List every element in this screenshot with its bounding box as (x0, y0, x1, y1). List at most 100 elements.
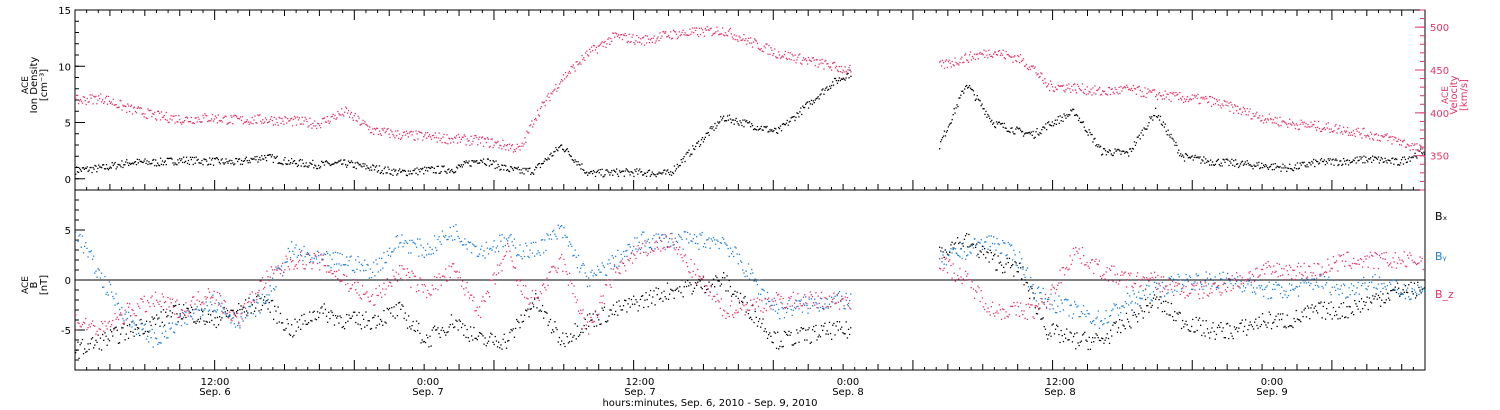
density-point (242, 160, 245, 162)
velocity-point (548, 96, 550, 98)
by-point (381, 257, 383, 259)
bx-point (333, 324, 336, 326)
bx-point (296, 321, 298, 323)
velocity-point (348, 116, 351, 118)
density-point (828, 88, 830, 90)
velocity-point (164, 118, 166, 121)
by-point (595, 274, 598, 276)
bx-point (612, 304, 615, 306)
bx-point (696, 284, 698, 286)
bx-point (1198, 317, 1201, 319)
velocity-point (719, 33, 721, 35)
bx-point (430, 345, 432, 347)
velocity-point (1020, 54, 1022, 56)
velocity-point (189, 121, 192, 123)
velocity-point (595, 46, 597, 49)
velocity-point (171, 119, 173, 121)
by-point (273, 288, 275, 290)
by-point (709, 247, 711, 249)
bx-point (755, 316, 757, 318)
by-point (306, 251, 309, 254)
velocity-point (503, 145, 505, 148)
bx-point (844, 333, 846, 335)
velocity-point (1075, 89, 1077, 91)
density-point (1132, 148, 1135, 150)
bx-point (1134, 314, 1137, 316)
velocity-point (1355, 128, 1357, 130)
density-point (711, 128, 713, 130)
bx-point (1011, 265, 1013, 267)
velocity-point (313, 125, 315, 127)
bx-point (1023, 284, 1025, 286)
velocity-point (416, 133, 418, 135)
velocity-point (1403, 139, 1406, 141)
by-point (796, 300, 798, 302)
velocity-point (952, 64, 954, 66)
density-point (555, 146, 557, 149)
velocity-point (592, 44, 595, 47)
density-point (778, 127, 781, 130)
by-point (472, 243, 474, 245)
velocity-point (1414, 143, 1416, 145)
velocity-point (1245, 114, 1247, 116)
velocity-point (843, 71, 845, 73)
density-point (129, 162, 131, 164)
density-point (1154, 115, 1156, 117)
velocity-point (184, 116, 187, 119)
velocity-point (139, 107, 141, 109)
density-point (1338, 163, 1340, 166)
density-point (1210, 159, 1212, 161)
density-point (669, 173, 671, 176)
density-point (627, 170, 629, 172)
bx-point (577, 335, 580, 338)
density-point (1083, 126, 1085, 128)
bx-point (565, 332, 567, 335)
by-point (323, 253, 325, 255)
density-point (234, 163, 236, 165)
by-point (286, 261, 288, 263)
by-point (378, 257, 381, 259)
by-point (1014, 254, 1016, 256)
bx-point (744, 295, 746, 298)
density-point (582, 168, 584, 171)
velocity-point (1306, 126, 1308, 128)
by-point (349, 256, 351, 258)
density-point (1343, 157, 1345, 160)
velocity-point (211, 113, 214, 116)
bx-point (766, 337, 769, 339)
velocity-point (1177, 93, 1179, 95)
bx-point (949, 251, 951, 253)
by-point (1090, 322, 1093, 324)
bx-point (986, 251, 988, 253)
velocity-point (536, 109, 539, 111)
by-point (148, 341, 150, 343)
bx-point (1200, 324, 1202, 326)
velocity-point (301, 116, 303, 118)
velocity-point (1234, 104, 1236, 106)
density-point (293, 160, 296, 162)
density-point (658, 171, 660, 173)
density-point (1420, 148, 1422, 150)
by-point (311, 257, 313, 259)
density-point (601, 168, 603, 170)
by-point (697, 243, 699, 245)
velocity-point (1385, 134, 1387, 136)
bx-point (644, 299, 646, 301)
density-point (488, 165, 490, 167)
density-point (1239, 163, 1242, 165)
by-point (753, 280, 755, 282)
by-point (87, 256, 89, 258)
bx-point (1378, 297, 1381, 299)
velocity-point (219, 120, 221, 122)
velocity-point (1291, 124, 1293, 126)
velocity-point (591, 50, 594, 52)
bx-point (752, 304, 754, 307)
bx-point (392, 315, 394, 317)
by-point (442, 235, 445, 237)
by-point (131, 326, 133, 328)
density-point (102, 164, 104, 166)
velocity-point (637, 41, 639, 43)
bx-point (288, 333, 291, 335)
density-point (180, 159, 182, 162)
bx-point (187, 307, 189, 310)
